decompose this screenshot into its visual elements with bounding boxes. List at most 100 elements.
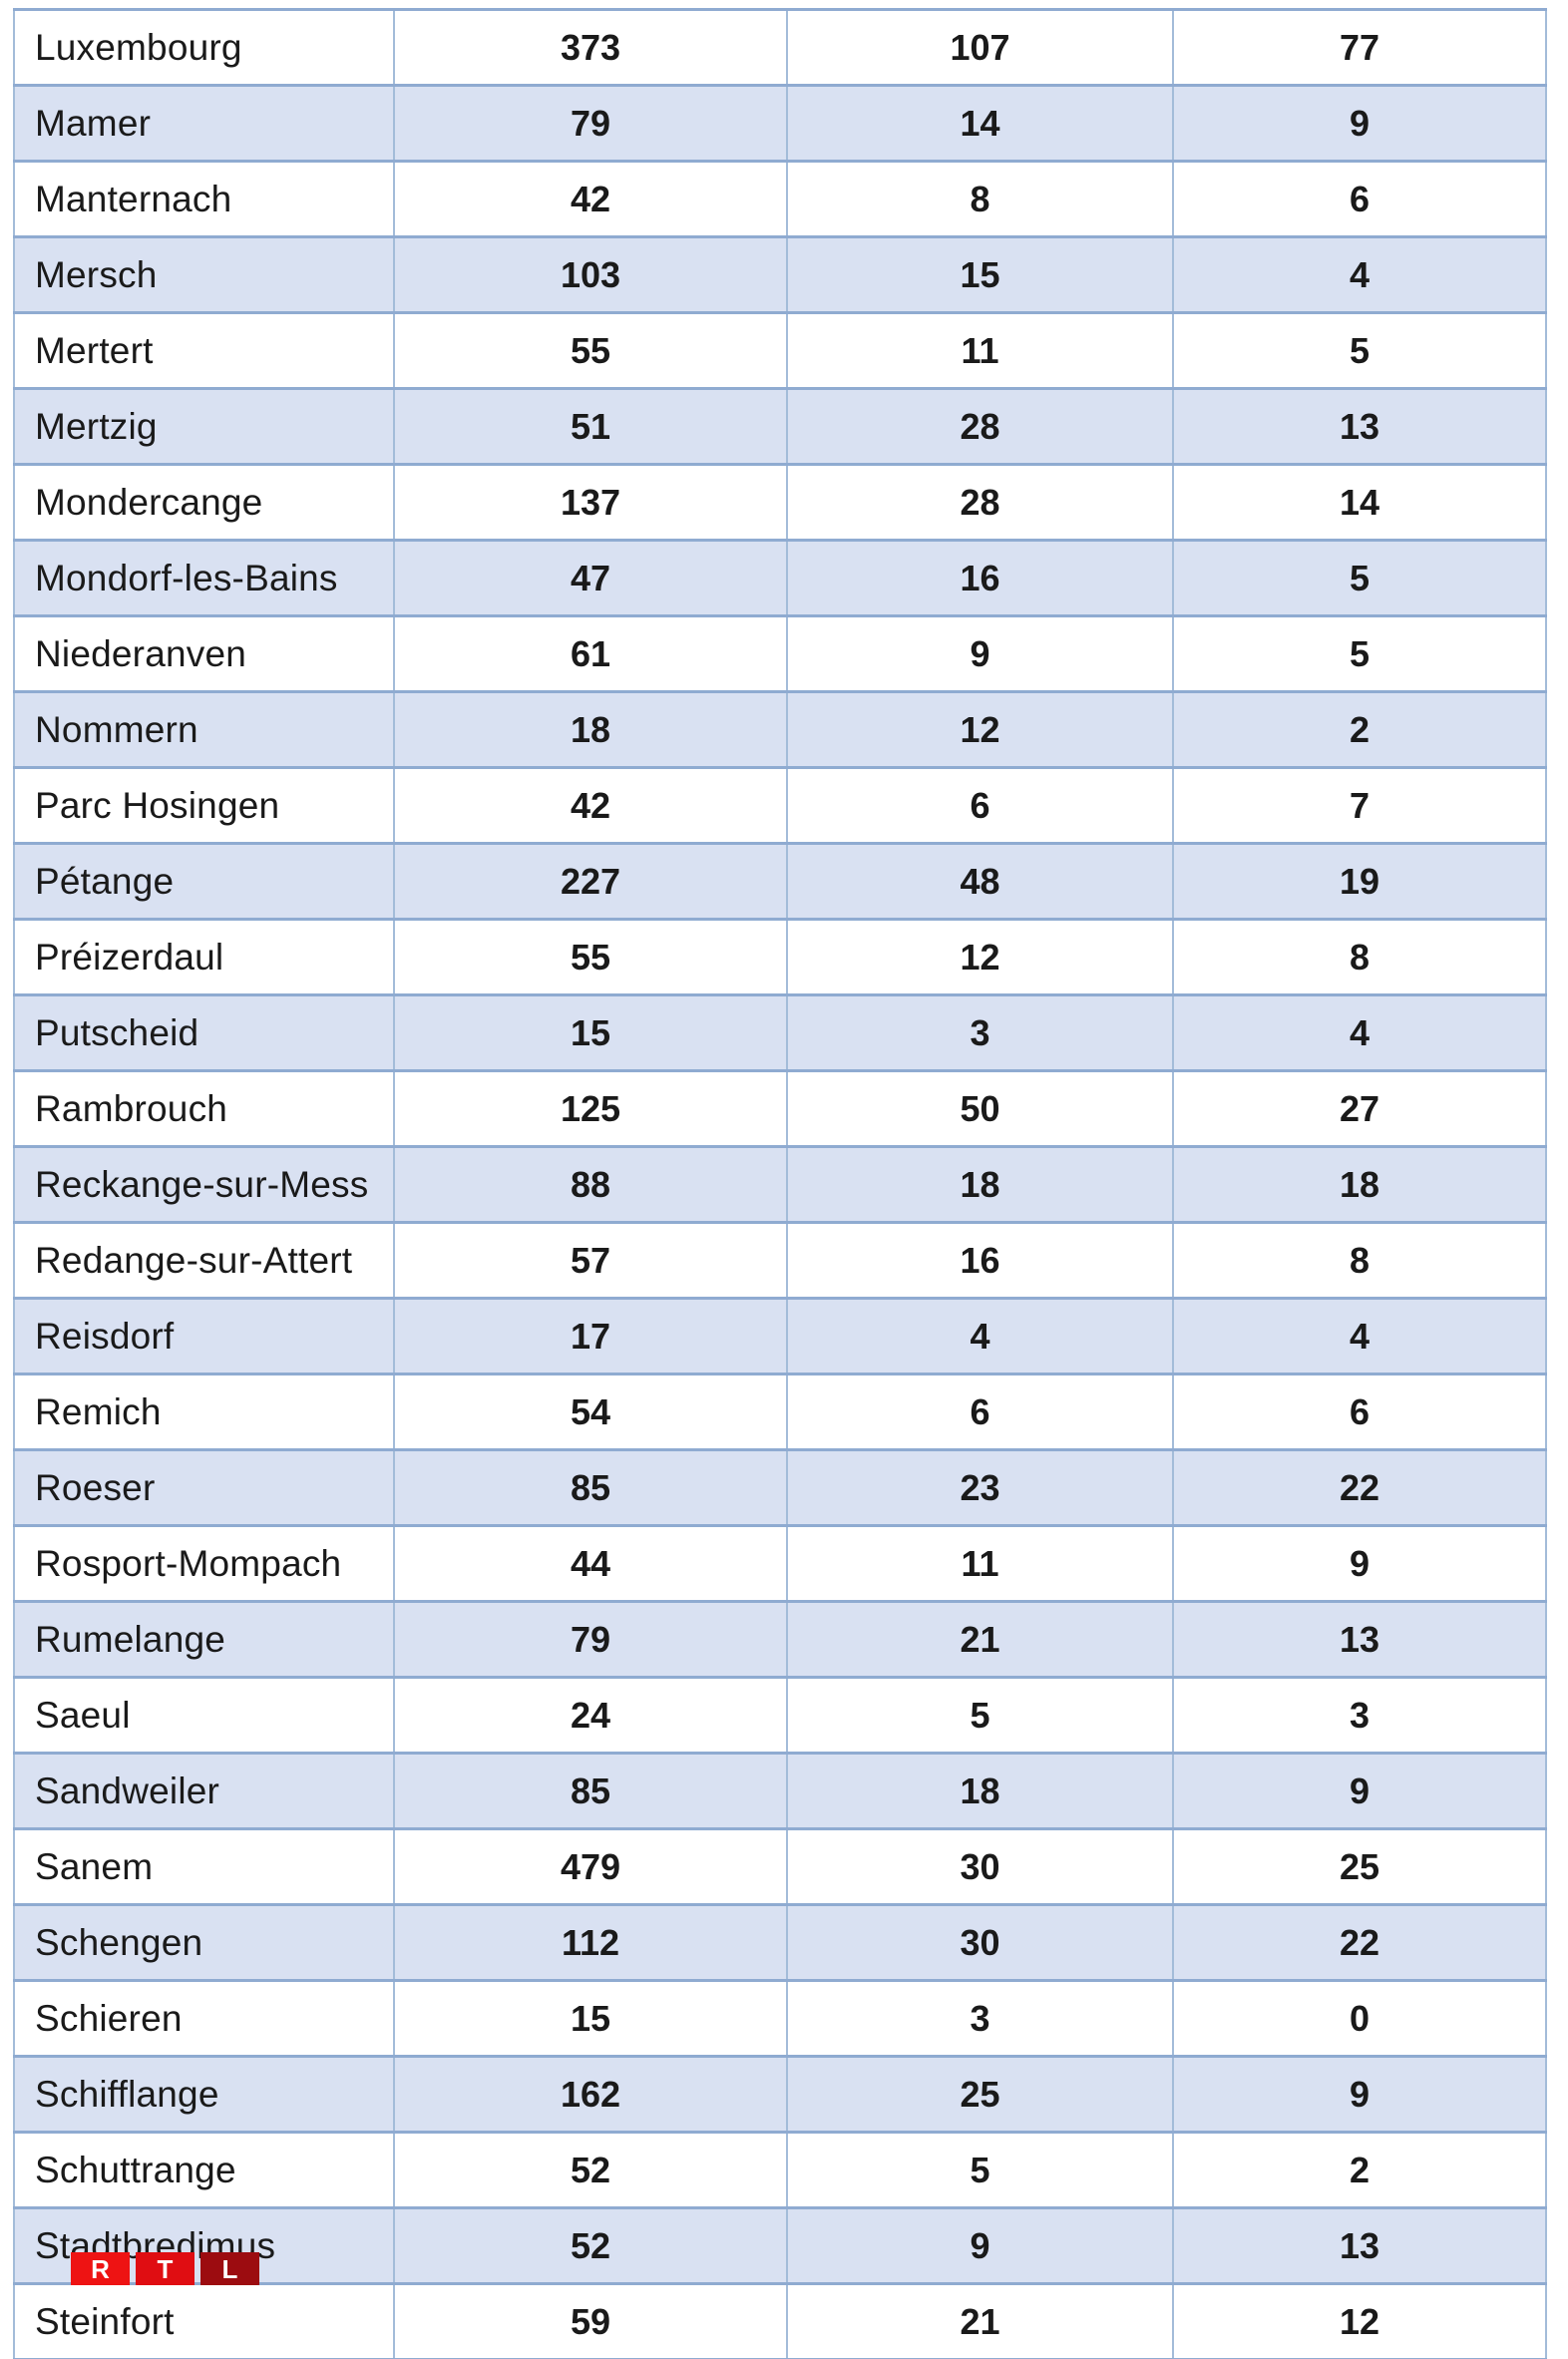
value-cell: 5 — [1172, 539, 1547, 617]
rtl-logo-letter: L — [200, 2252, 259, 2285]
table-body: Luxembourg 373 107 77 Mamer 79 14 9 Manternach 42… — [13, 8, 1547, 2359]
value-cell: 5 — [786, 2131, 1174, 2209]
value-cell: 23 — [786, 1448, 1174, 1527]
table-row: Mondercange 137 28 14 — [13, 463, 1547, 542]
value-cell: 88 — [393, 1145, 788, 1224]
value-cell: 8 — [1172, 1221, 1547, 1300]
value-cell: 9 — [1172, 1524, 1547, 1603]
value-cell: 19 — [1172, 842, 1547, 921]
table-row: Mondorf-les-Bains 47 16 5 — [13, 539, 1547, 617]
rtl-logo-letter: T — [136, 2252, 195, 2285]
municipality-cell: Redange-sur-Attert — [13, 1221, 395, 1300]
value-cell: 44 — [393, 1524, 788, 1603]
value-cell: 12 — [786, 690, 1174, 769]
value-cell: 14 — [1172, 463, 1547, 542]
value-cell: 24 — [393, 1676, 788, 1755]
value-cell: 479 — [393, 1827, 788, 1906]
table-row: Sanem 479 30 25 — [13, 1827, 1547, 1906]
municipality-cell: Rumelange — [13, 1600, 395, 1679]
municipality-cell: Schengen — [13, 1903, 395, 1982]
table-row: Rambrouch 125 50 27 — [13, 1069, 1547, 1148]
rtl-logo-letter: R — [71, 2252, 130, 2285]
value-cell: 17 — [393, 1297, 788, 1376]
municipality-cell: Mertert — [13, 311, 395, 390]
value-cell: 0 — [1172, 1979, 1547, 2058]
municipality-cell: Reisdorf — [13, 1297, 395, 1376]
municipality-cell: Roeser — [13, 1448, 395, 1527]
value-cell: 52 — [393, 2206, 788, 2285]
value-cell: 8 — [1172, 918, 1547, 996]
municipality-cell: Parc Hosingen — [13, 766, 395, 845]
value-cell: 42 — [393, 160, 788, 238]
value-cell: 61 — [393, 614, 788, 693]
value-cell: 6 — [1172, 1373, 1547, 1451]
value-cell: 28 — [786, 463, 1174, 542]
value-cell: 14 — [786, 84, 1174, 163]
table-row: Saeul 24 5 3 — [13, 1676, 1547, 1755]
table-row: Reckange-sur-Mess 88 18 18 — [13, 1145, 1547, 1224]
value-cell: 50 — [786, 1069, 1174, 1148]
table-row: Schifflange 162 25 9 — [13, 2055, 1547, 2134]
municipality-cell: Luxembourg — [13, 8, 395, 87]
municipality-cell: Putscheid — [13, 993, 395, 1072]
value-cell: 16 — [786, 1221, 1174, 1300]
value-cell: 3 — [786, 1979, 1174, 2058]
municipality-cell: Nommern — [13, 690, 395, 769]
value-cell: 373 — [393, 8, 788, 87]
municipality-cell: Mondercange — [13, 463, 395, 542]
value-cell: 12 — [1172, 2282, 1547, 2359]
table-row: Sandweiler 85 18 9 — [13, 1752, 1547, 1830]
value-cell: 9 — [1172, 1752, 1547, 1830]
municipality-cell: Mondorf-les-Bains — [13, 539, 395, 617]
value-cell: 12 — [786, 918, 1174, 996]
municipality-cell: Mamer — [13, 84, 395, 163]
value-cell: 9 — [786, 2206, 1174, 2285]
value-cell: 55 — [393, 918, 788, 996]
municipality-cell: Mersch — [13, 235, 395, 314]
value-cell: 18 — [786, 1145, 1174, 1224]
value-cell: 13 — [1172, 387, 1547, 466]
table-row: Redange-sur-Attert 57 16 8 — [13, 1221, 1547, 1300]
value-cell: 5 — [1172, 311, 1547, 390]
value-cell: 18 — [393, 690, 788, 769]
value-cell: 30 — [786, 1903, 1174, 1982]
table-row: Mertzig 51 28 13 — [13, 387, 1547, 466]
value-cell: 3 — [786, 993, 1174, 1072]
value-cell: 21 — [786, 1600, 1174, 1679]
value-cell: 3 — [1172, 1676, 1547, 1755]
value-cell: 15 — [393, 993, 788, 1072]
value-cell: 21 — [786, 2282, 1174, 2359]
value-cell: 103 — [393, 235, 788, 314]
value-cell: 25 — [1172, 1827, 1547, 1906]
table-row: Remich 54 6 6 — [13, 1373, 1547, 1451]
table-row: Steinfort 59 21 12 — [13, 2282, 1547, 2359]
value-cell: 51 — [393, 387, 788, 466]
value-cell: 57 — [393, 1221, 788, 1300]
municipality-cell: Pétange — [13, 842, 395, 921]
value-cell: 8 — [786, 160, 1174, 238]
value-cell: 28 — [786, 387, 1174, 466]
table-row: Reisdorf 17 4 4 — [13, 1297, 1547, 1376]
table-row: Parc Hosingen 42 6 7 — [13, 766, 1547, 845]
table-row: Préizerdaul 55 12 8 — [13, 918, 1547, 996]
municipality-cell: Schuttrange — [13, 2131, 395, 2209]
municipality-cell: Sandweiler — [13, 1752, 395, 1830]
municipality-cell: Remich — [13, 1373, 395, 1451]
value-cell: 107 — [786, 8, 1174, 87]
table-row: Schengen 112 30 22 — [13, 1903, 1547, 1982]
table-row: Luxembourg 373 107 77 — [13, 8, 1547, 87]
value-cell: 162 — [393, 2055, 788, 2134]
value-cell: 42 — [393, 766, 788, 845]
value-cell: 52 — [393, 2131, 788, 2209]
municipality-cell: Niederanven — [13, 614, 395, 693]
value-cell: 13 — [1172, 1600, 1547, 1679]
table-row: Rosport-Mompach 44 11 9 — [13, 1524, 1547, 1603]
value-cell: 4 — [1172, 1297, 1547, 1376]
value-cell: 137 — [393, 463, 788, 542]
value-cell: 4 — [1172, 993, 1547, 1072]
table-row: Manternach 42 8 6 — [13, 160, 1547, 238]
value-cell: 18 — [786, 1752, 1174, 1830]
value-cell: 9 — [1172, 2055, 1547, 2134]
